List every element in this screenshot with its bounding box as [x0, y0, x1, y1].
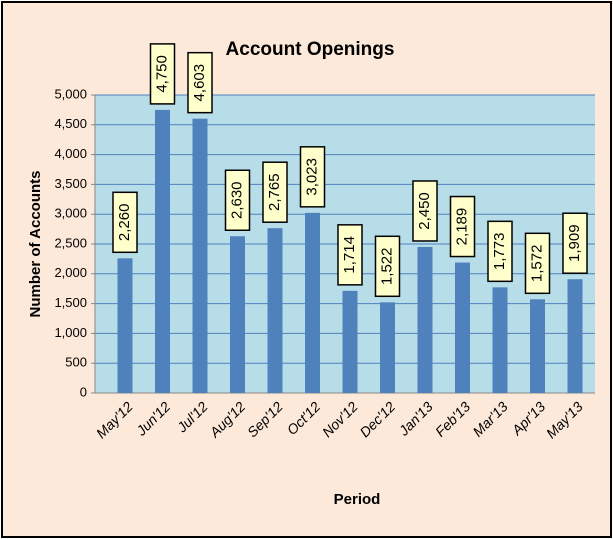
bar: [117, 258, 133, 393]
bar: [417, 246, 433, 393]
y-axis-title: Number of Accounts: [27, 171, 44, 318]
y-tick-label: 4,500: [54, 116, 87, 131]
data-label-box: [187, 51, 213, 114]
data-label-box: [337, 224, 363, 286]
data-label: 3,023: [303, 158, 320, 196]
y-tick-label: 3,000: [54, 206, 87, 221]
data-label-box: [374, 235, 401, 298]
data-label: 2,260: [116, 204, 133, 242]
data-label: 2,765: [266, 173, 283, 211]
data-label: 2,630: [228, 181, 245, 219]
data-label: 1,522: [378, 248, 395, 286]
data-label: 4,750: [153, 55, 170, 93]
bar: [455, 262, 470, 393]
data-label-box: [487, 220, 513, 283]
y-tick-label: 0: [80, 384, 87, 399]
data-label-box: [112, 191, 138, 254]
data-label-box: [224, 169, 251, 232]
data-label-box: [262, 161, 288, 223]
bar: [530, 299, 545, 393]
data-label: 1,909: [566, 224, 583, 262]
bar: [230, 236, 245, 393]
data-label-box: [562, 212, 588, 274]
bar: [567, 279, 583, 393]
data-label: 1,714: [341, 236, 358, 274]
data-label: 1,773: [491, 233, 508, 271]
data-label: 4,603: [191, 64, 208, 102]
data-label: 2,450: [416, 192, 433, 230]
chart-title: Account Openings: [226, 39, 395, 60]
data-label-box: [449, 195, 476, 258]
data-label-box: [299, 146, 326, 208]
y-tick-label: 500: [65, 355, 87, 370]
y-tick-label: 1,000: [54, 325, 87, 340]
y-tick-label: 3,500: [54, 176, 87, 191]
y-tick-label: 2,000: [54, 265, 87, 280]
data-label-box: [412, 180, 438, 242]
data-label-box: [524, 232, 551, 295]
bar: [155, 109, 170, 394]
bar: [267, 228, 283, 393]
data-label: 2,189: [453, 208, 470, 246]
x-axis-title: Period: [334, 491, 381, 508]
bar: [192, 118, 208, 394]
y-tick-label: 1,500: [54, 295, 87, 310]
y-tick-label: 5,000: [54, 86, 87, 101]
y-tick-label: 2,500: [54, 235, 87, 250]
data-label-box: [149, 43, 176, 105]
y-tick-label: 4,000: [54, 146, 87, 161]
bar: [305, 212, 320, 393]
bar: [492, 287, 508, 393]
data-label: 1,572: [528, 245, 545, 283]
bar: [380, 302, 395, 393]
bar: [342, 290, 358, 393]
